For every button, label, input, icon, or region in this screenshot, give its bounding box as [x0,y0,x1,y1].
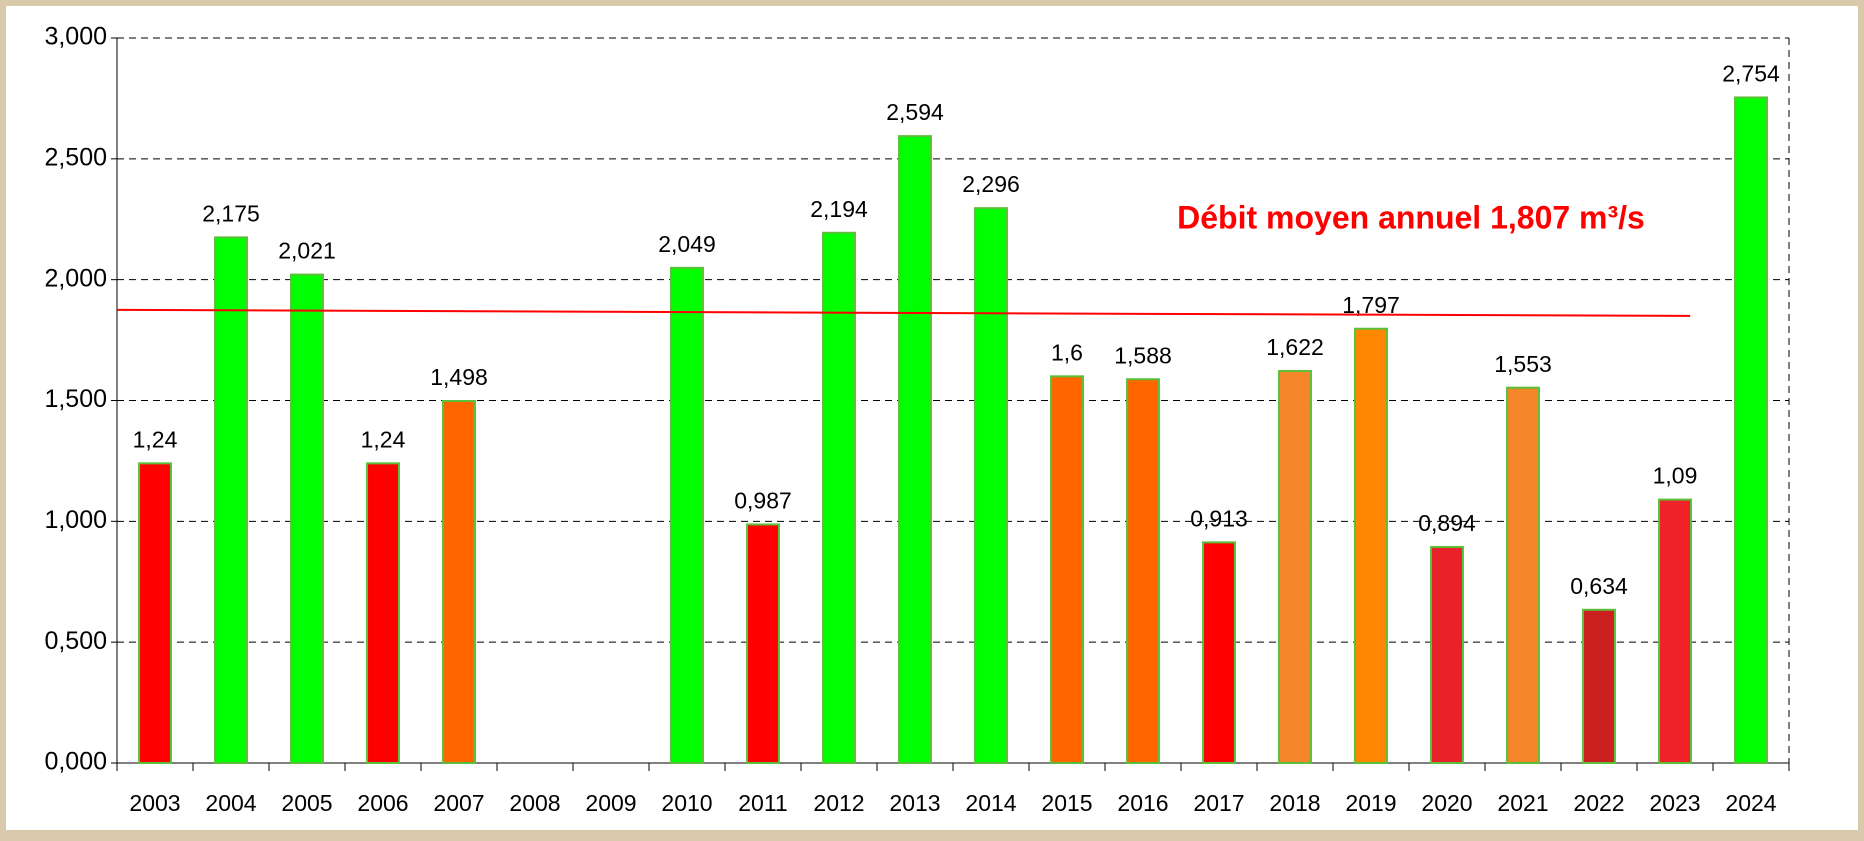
x-tick-label: 2022 [1573,790,1624,816]
y-tick-label: 2,500 [44,143,107,171]
x-tick-label: 2013 [889,790,940,816]
value-label: 0,913 [1190,505,1248,531]
bar [1050,375,1084,764]
bar [670,266,704,764]
bar [1126,378,1160,764]
y-tick-label: 0,500 [44,627,107,655]
value-label: 1,24 [133,426,178,452]
x-tick-label: 2007 [433,790,484,816]
value-label: 2,296 [962,171,1020,197]
x-tick-label: 2004 [205,790,256,816]
panel [6,6,1858,830]
value-label: 0,634 [1570,573,1628,599]
bar [1658,498,1692,764]
value-label: 1,09 [1653,463,1698,489]
bar [1506,386,1540,764]
y-tick-label: 1,500 [44,385,107,413]
value-label: 2,754 [1722,61,1780,87]
value-label: 1,622 [1266,334,1324,360]
value-label: 1,6 [1051,339,1083,365]
y-tick-label: 3,000 [44,23,107,51]
value-label: 2,194 [810,196,868,222]
x-tick-label: 2003 [129,790,180,816]
bar [366,462,400,764]
x-tick-label: 2018 [1269,790,1320,816]
mean-line [116,308,1691,317]
x-tick-label: 2014 [965,790,1016,816]
value-label: 2,021 [278,238,336,264]
bar [1202,541,1236,764]
bar [1354,327,1388,764]
bar [1278,370,1312,764]
bar [138,462,172,764]
x-tick-label: 2008 [509,790,560,816]
bar [1582,608,1616,764]
x-tick-label: 2016 [1117,790,1168,816]
bar [214,236,248,764]
x-tick-label: 2010 [661,790,712,816]
value-label: 2,594 [886,99,944,125]
x-tick-label: 2024 [1725,790,1776,816]
value-label: 1,797 [1342,292,1400,318]
x-tick-label: 2005 [281,790,332,816]
value-label: 1,553 [1494,351,1552,377]
x-tick-label: 2015 [1041,790,1092,816]
bar [290,273,324,764]
x-tick-label: 2021 [1497,790,1548,816]
bar [746,523,780,764]
bar [974,207,1008,764]
x-tick-label: 2012 [813,790,864,816]
value-label: 1,588 [1114,342,1172,368]
bar [822,231,856,765]
x-tick-label: 2020 [1421,790,1472,816]
x-tick-label: 2009 [585,790,636,816]
bar [898,135,932,765]
bar [1430,545,1464,765]
value-label: 0,987 [734,488,792,514]
y-tick-label: 0,000 [44,748,107,776]
x-tick-label: 2023 [1649,790,1700,816]
value-label: 1,24 [361,426,406,452]
bar [1734,96,1768,764]
value-label: 2,175 [202,200,260,226]
bar [442,399,476,764]
value-label: 2,049 [658,231,716,257]
value-label: 1,498 [430,364,488,390]
x-tick-label: 2006 [357,790,408,816]
annotation: Débit moyen annuel 1,807 m³/s [1177,199,1645,235]
x-tick-label: 2011 [738,790,787,816]
x-tick-label: 2019 [1345,790,1396,816]
y-tick-label: 1,000 [44,506,107,534]
y-tick-label: 2,000 [44,264,107,292]
value-label: 0,894 [1418,510,1476,536]
x-tick-label: 2017 [1193,790,1244,816]
